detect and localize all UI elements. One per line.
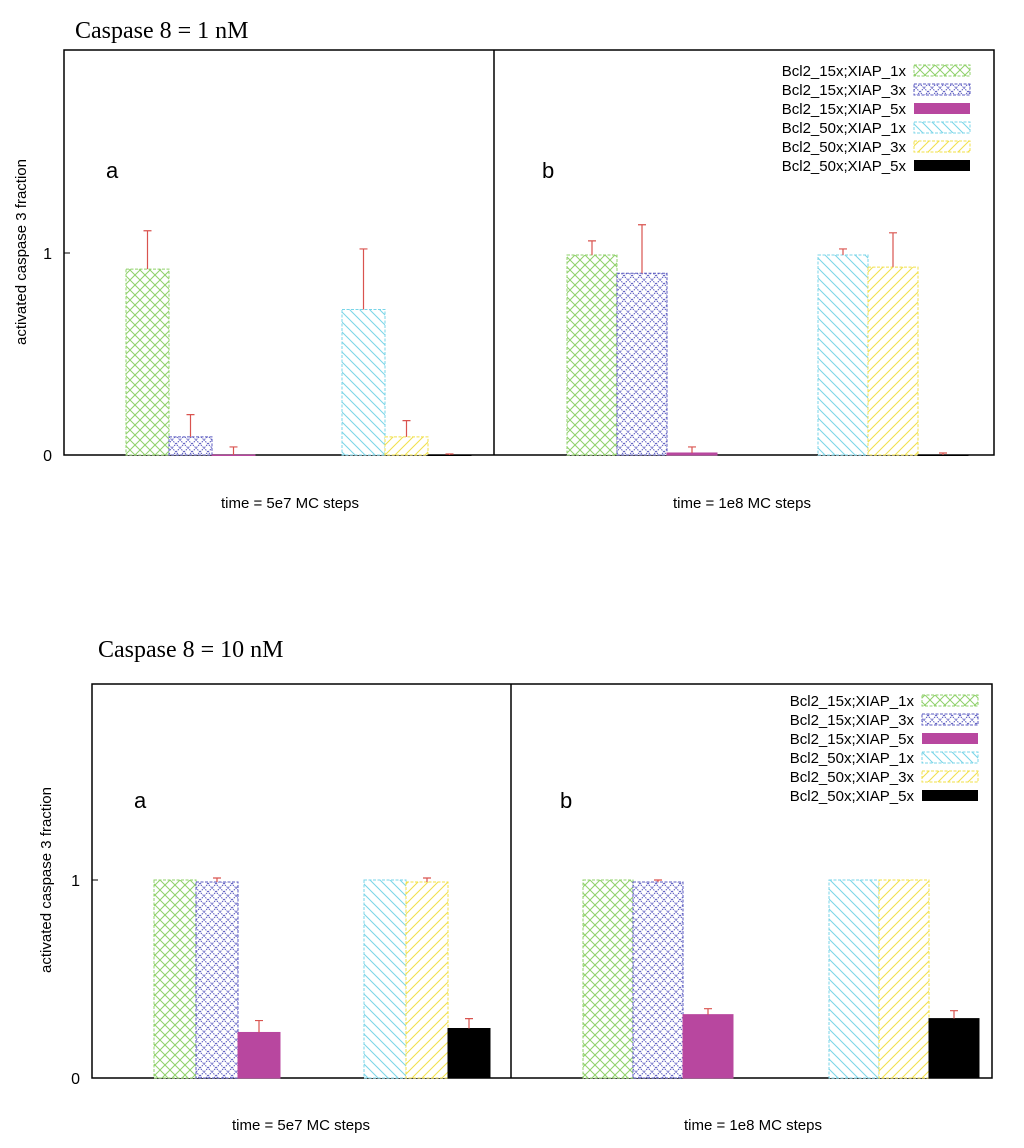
error-bar-1b-3 xyxy=(839,248,847,256)
legend-swatch-2-1 xyxy=(921,713,979,726)
error-bar-2a-4 xyxy=(423,877,431,882)
error-bar-1b-1 xyxy=(638,224,646,274)
bar-2b-5 xyxy=(928,1018,980,1079)
legend-swatch-1-1 xyxy=(913,83,971,96)
bar-1b-3 xyxy=(817,254,869,456)
legend-label-1-2: Bcl2_15x;XIAP_5x xyxy=(782,101,907,118)
y-tick-label-2-1: 1 xyxy=(71,873,80,890)
legend-swatch-1-2 xyxy=(914,103,970,114)
bar-1a-5 xyxy=(427,454,472,456)
bar-2b-4 xyxy=(878,879,930,1079)
legend-2: Bcl2_15x;XIAP_1x Bcl2_15x;XIAP_3x Bcl2_1… xyxy=(790,693,979,805)
figure-title-2: Caspase 8 = 10 nM xyxy=(98,637,284,663)
legend-label-1-0: Bcl2_15x;XIAP_1x xyxy=(782,63,907,80)
legend-swatch-1-0 xyxy=(913,64,971,77)
legend-label-2-0: Bcl2_15x;XIAP_1x xyxy=(790,693,915,710)
bar-1a-0 xyxy=(125,268,170,456)
legend-label-1-3: Bcl2_50x;XIAP_1x xyxy=(782,120,907,137)
legend-label-1-5: Bcl2_50x;XIAP_5x xyxy=(782,158,907,175)
error-bar-1a-2 xyxy=(229,446,238,455)
y-tick-label-1-1: 1 xyxy=(43,246,52,263)
error-bar-1b-2 xyxy=(688,446,696,453)
panel-label-1b: b xyxy=(542,158,554,183)
plot-frame-2 xyxy=(91,683,993,1079)
error-bar-2a-5 xyxy=(465,1018,473,1029)
legend-label-1-1: Bcl2_15x;XIAP_3x xyxy=(782,82,907,99)
legend-label-2-1: Bcl2_15x;XIAP_3x xyxy=(790,712,915,729)
error-bar-1a-0 xyxy=(143,230,152,270)
error-bar-1b-0 xyxy=(588,240,596,256)
bar-1a-4 xyxy=(384,436,429,456)
bar-2b-1 xyxy=(632,881,684,1079)
panel-label-1a: a xyxy=(106,158,119,183)
error-bar-1a-3 xyxy=(359,248,368,310)
legend-label-1-4: Bcl2_50x;XIAP_3x xyxy=(782,139,907,156)
error-bar-2a-2 xyxy=(255,1019,263,1033)
y-axis-label-1: activated caspase 3 fraction xyxy=(13,159,30,345)
x-axis-label-2b: time = 1e8 MC steps xyxy=(684,1117,822,1134)
bar-marks-2 xyxy=(153,877,980,1079)
legend-swatch-2-5 xyxy=(922,790,978,801)
error-bar-1b-5 xyxy=(939,452,947,455)
legend-label-2-2: Bcl2_15x;XIAP_5x xyxy=(790,731,915,748)
bar-1b-2 xyxy=(666,452,718,456)
legend-swatch-2-0 xyxy=(921,694,979,707)
error-bar-1a-5 xyxy=(445,453,454,455)
figure-title-1: Caspase 8 = 1 nM xyxy=(75,18,249,44)
bar-2a-3 xyxy=(363,879,407,1079)
error-bar-2b-5 xyxy=(950,1010,958,1019)
error-bar-1a-1 xyxy=(186,414,195,437)
bar-1b-4 xyxy=(867,266,919,456)
bar-2b-0 xyxy=(582,879,634,1079)
bar-1b-1 xyxy=(616,272,668,456)
error-bar-2b-1 xyxy=(654,879,662,882)
bar-1b-5 xyxy=(917,454,969,456)
legend-swatch-1-3 xyxy=(913,121,971,134)
legend-swatch-2-2 xyxy=(922,733,978,744)
x-axis-label-1a: time = 5e7 MC steps xyxy=(221,495,359,512)
legend-swatch-2-3 xyxy=(921,751,979,764)
bar-2a-2 xyxy=(237,1031,281,1079)
legend-1: Bcl2_15x;XIAP_1x Bcl2_15x;XIAP_3x Bcl2_1… xyxy=(782,63,971,175)
bar-2a-1 xyxy=(195,881,239,1079)
legend-swatch-1-5 xyxy=(914,160,970,171)
bar-2b-2 xyxy=(682,1014,734,1079)
bar-1a-3 xyxy=(341,309,386,456)
bar-1a-2 xyxy=(211,454,256,456)
legend-label-2-3: Bcl2_50x;XIAP_1x xyxy=(790,750,915,767)
error-bar-1a-4 xyxy=(402,420,411,437)
bar-1a-1 xyxy=(168,436,213,456)
bar-1b-0 xyxy=(566,254,618,456)
bar-2a-5 xyxy=(447,1028,491,1079)
bar-2a-4 xyxy=(405,881,449,1079)
x-axis-label-1b: time = 1e8 MC steps xyxy=(673,495,811,512)
error-bar-1b-4 xyxy=(889,232,897,268)
error-bar-2b-2 xyxy=(704,1008,712,1015)
legend-label-2-5: Bcl2_50x;XIAP_5x xyxy=(790,788,915,805)
legend-label-2-4: Bcl2_50x;XIAP_3x xyxy=(790,769,915,786)
y-tick-label-2-0: 0 xyxy=(71,1071,80,1088)
y-axis-label-2: activated caspase 3 fraction xyxy=(38,787,55,973)
bar-2a-0 xyxy=(153,879,197,1079)
bar-2b-3 xyxy=(828,879,880,1079)
x-axis-label-2a: time = 5e7 MC steps xyxy=(232,1117,370,1134)
y-tick-label-1-0: 0 xyxy=(43,448,52,465)
bar-marks-1 xyxy=(125,224,969,456)
panel-label-2b: b xyxy=(560,788,572,813)
legend-swatch-2-4 xyxy=(921,770,979,783)
error-bar-2a-1 xyxy=(213,877,221,882)
panel-label-2a: a xyxy=(134,788,147,813)
legend-swatch-1-4 xyxy=(913,140,971,153)
